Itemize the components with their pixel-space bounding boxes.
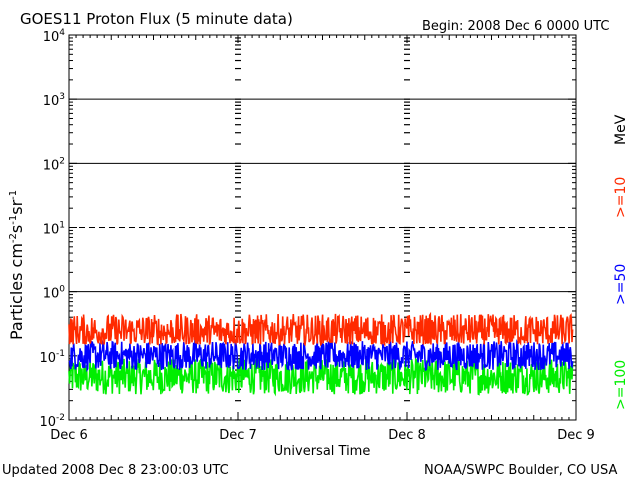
y-tick-label: 104	[43, 28, 66, 45]
series-line-1	[68, 338, 574, 373]
x-tick-label: Dec 7	[219, 428, 257, 443]
series-line-2	[68, 356, 574, 397]
y-tick-label: 10-2	[39, 413, 65, 430]
chart-title: GOES11 Proton Flux (5 minute data)	[20, 10, 293, 28]
legend-100mev: >=100	[613, 360, 629, 410]
y-tick-label: 101	[43, 221, 65, 238]
updated-timestamp: Updated 2008 Dec 8 23:00:03 UTC	[2, 463, 229, 478]
threshold-lines	[69, 98, 576, 293]
x-tick-label: Dec 9	[557, 428, 595, 443]
y-tick-label: 10-1	[39, 349, 65, 366]
y-tick-label: 100	[43, 285, 66, 302]
x-tick-label: Dec 6	[50, 428, 88, 443]
unit-label: MeV	[613, 114, 629, 145]
legend-10mev: >=10	[613, 177, 629, 218]
x-axis-ticks: Dec 6 Dec 7 Dec 8 Dec 9	[50, 35, 595, 443]
y-axis-label: Particles cm-2s-1sr-1	[7, 190, 26, 340]
legend-50mev: >=50	[613, 264, 629, 305]
credit-label: NOAA/SWPC Boulder, CO USA	[424, 463, 617, 478]
begin-label: Begin: 2008 Dec 6 0000 UTC	[422, 19, 609, 34]
series-line-0	[68, 311, 574, 347]
x-axis-label: Universal Time	[274, 444, 371, 459]
x-tick-label: Dec 8	[388, 428, 426, 443]
y-tick-label: 102	[43, 156, 65, 173]
y-tick-label: 103	[43, 92, 65, 109]
series-group	[68, 311, 574, 397]
